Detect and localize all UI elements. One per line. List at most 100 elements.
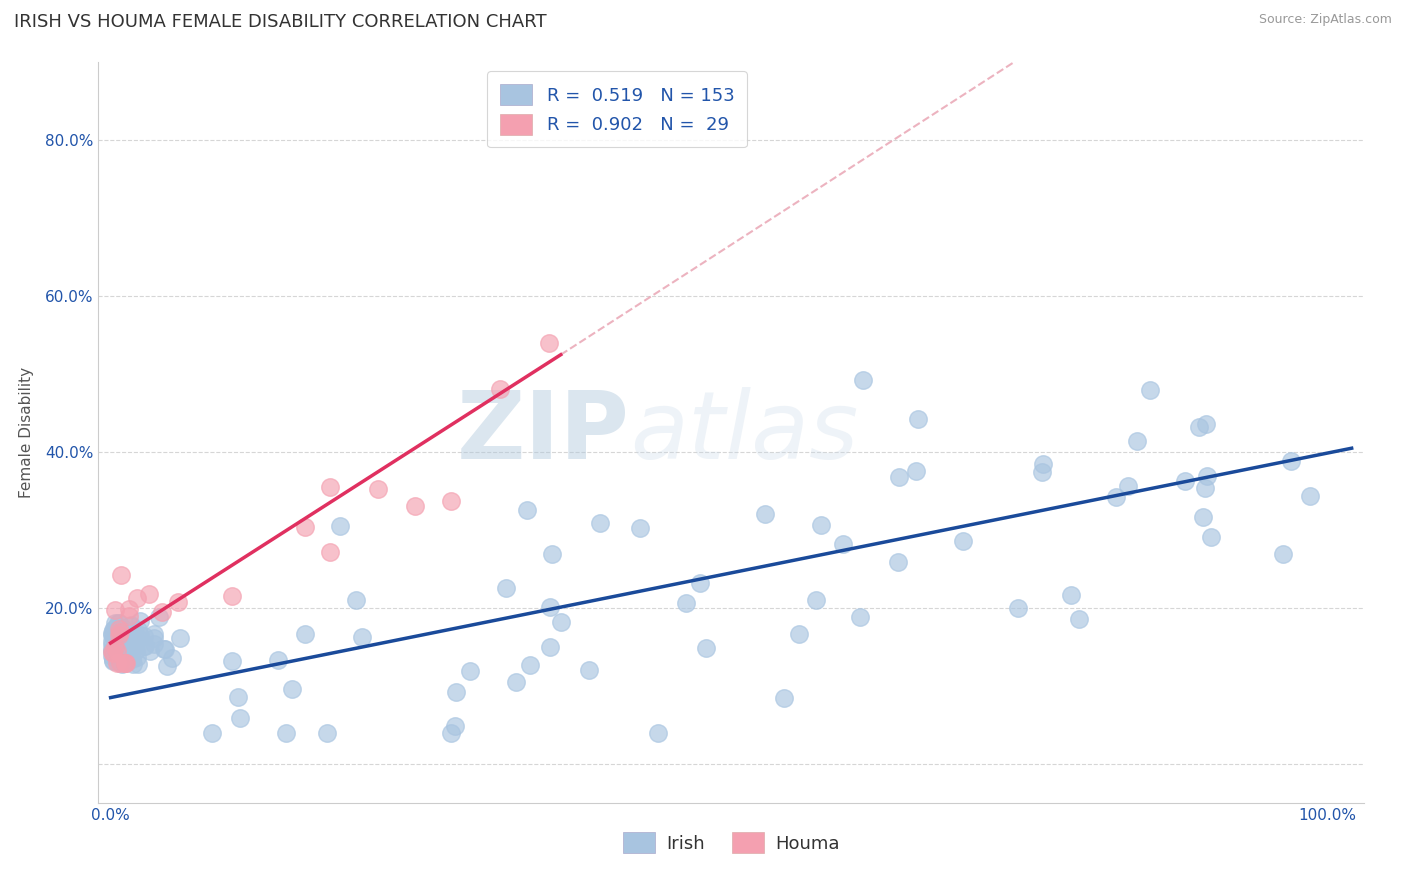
Point [689,576,711,591]
Point [104,603,127,617]
Point [114,647,136,661]
Point [127,650,149,665]
Point [143,632,166,646]
Point [1271,547,1294,561]
Point [110,647,132,661]
Point [221,654,243,668]
Point [849,610,872,624]
Point [104,640,127,654]
Point [804,593,827,607]
Point [148,609,170,624]
Point [108,656,131,670]
Point [122,634,145,648]
Point [344,593,367,607]
Point [787,627,810,641]
Point [887,469,910,483]
Point [110,643,132,657]
Point [103,622,125,636]
Point [108,630,131,644]
Point [1031,465,1053,479]
Point [537,335,560,350]
Point [1007,601,1029,615]
Point [101,654,124,668]
Point [103,653,125,667]
Point [142,627,165,641]
Point [103,630,125,644]
Point [1069,612,1091,626]
Point [111,631,134,645]
Point [110,624,132,639]
Point [1299,489,1322,503]
Point [578,663,600,677]
Point [105,627,128,641]
Point [107,615,129,630]
Point [103,624,125,638]
Point [647,725,669,739]
Point [122,657,145,672]
Point [111,641,134,656]
Point [118,601,141,615]
Point [111,632,134,647]
Point [1195,469,1218,483]
Point [110,637,132,651]
Text: atlas: atlas [630,387,858,478]
Point [114,656,136,670]
Point [169,631,191,645]
Point [138,587,160,601]
Point [1279,454,1302,468]
Point [110,628,132,642]
Point [112,635,135,649]
Point [112,638,135,652]
Point [266,653,288,667]
Point [495,581,517,595]
Point [540,599,562,614]
Point [105,630,128,644]
Point [155,641,177,656]
Point [1032,457,1054,471]
Point [127,631,149,645]
Point [160,650,183,665]
Point [1139,383,1161,397]
Point [107,622,129,636]
Point [108,624,131,638]
Point [111,646,134,660]
Point [105,640,128,654]
Point [139,644,162,658]
Point [114,656,136,670]
Point [111,629,134,643]
Point [101,648,124,663]
Point [134,639,156,653]
Point [111,657,134,671]
Point [329,518,352,533]
Point [229,711,252,725]
Point [105,636,128,650]
Point [124,638,146,652]
Point [118,643,141,657]
Point [104,644,127,658]
Point [440,725,463,739]
Point [105,644,128,658]
Point [120,640,142,655]
Point [114,656,136,670]
Point [443,718,465,732]
Point [108,646,131,660]
Point [112,640,135,655]
Point [1195,417,1218,432]
Point [1199,530,1222,544]
Text: ZIP: ZIP [457,386,630,479]
Point [132,629,155,643]
Point [589,516,612,530]
Point [156,658,179,673]
Point [103,646,125,660]
Point [540,547,562,561]
Point [754,508,776,522]
Point [440,493,463,508]
Y-axis label: Female Disability: Female Disability [18,367,34,499]
Point [460,664,482,678]
Point [352,630,374,644]
Point [120,619,142,633]
Point [367,482,389,496]
Point [101,626,124,640]
Point [852,373,875,387]
Point [1116,479,1139,493]
